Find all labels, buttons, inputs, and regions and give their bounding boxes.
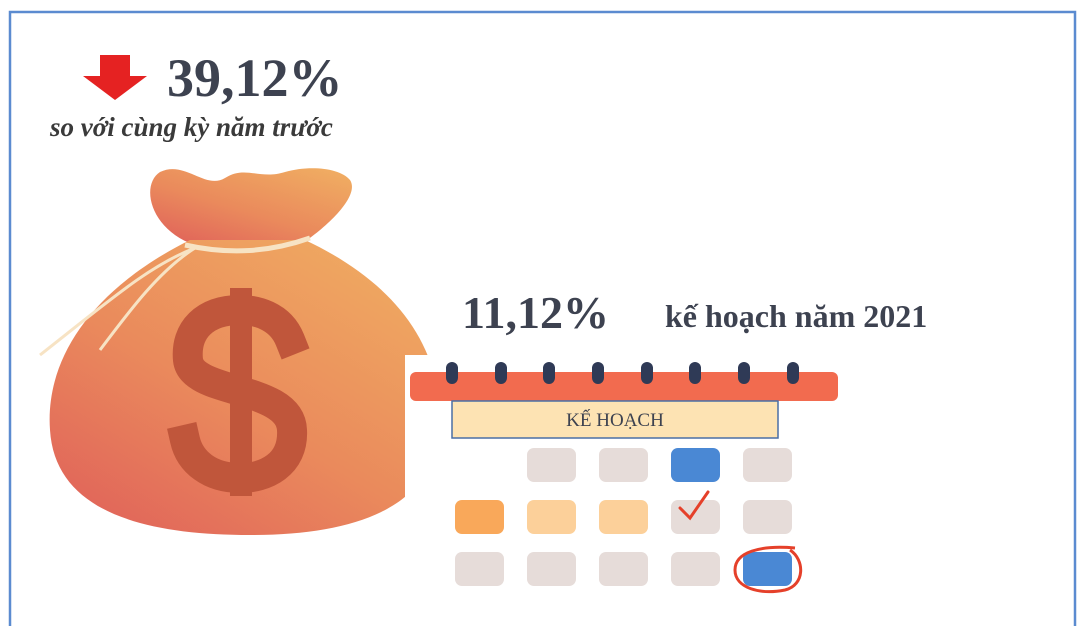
money-bag xyxy=(39,168,440,535)
calendar: KẾ HOẠCH xyxy=(410,362,838,594)
frame xyxy=(8,10,1077,626)
plan-value: 11,12% xyxy=(462,287,609,338)
headline-caption: so với cùng kỳ năm trước xyxy=(49,112,333,142)
calendar-label: KẾ HOẠCH xyxy=(566,409,664,431)
down-arrow xyxy=(83,55,147,100)
headline-value: 39,12% xyxy=(167,48,343,108)
plan-caption: kế hoạch năm 2021 xyxy=(665,298,927,334)
